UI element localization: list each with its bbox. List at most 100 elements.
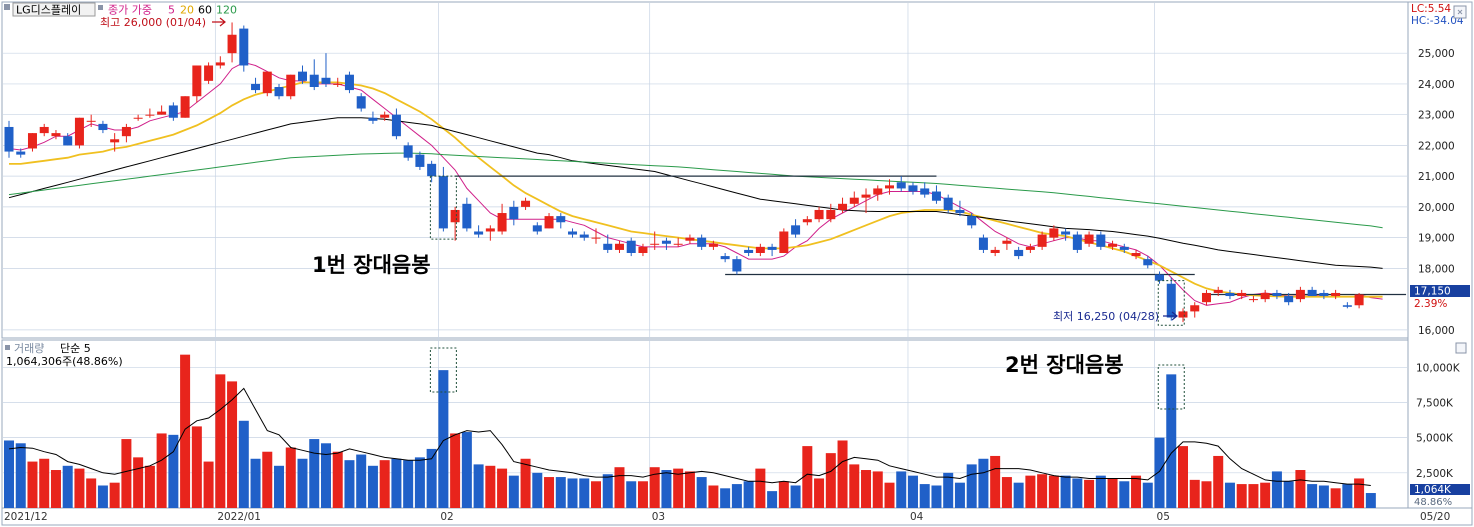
volume-bar (778, 481, 789, 508)
volume-bar (1119, 481, 1130, 508)
volume-bar (1013, 482, 1024, 508)
volume-bar (86, 478, 97, 508)
candle (262, 71, 272, 94)
candle (826, 209, 836, 220)
candle (474, 231, 484, 235)
candle (532, 225, 542, 232)
volume-ma5-line (8, 387, 1371, 486)
volume-current: 1,064,306주(48.86%) (6, 355, 123, 368)
volume-bars (4, 354, 1376, 508)
volume-bar (1037, 474, 1048, 508)
change-pct-text: 2.39% (1414, 298, 1447, 310)
candle (1072, 234, 1082, 250)
candle (1354, 294, 1364, 306)
volume-bar (356, 454, 367, 508)
candle (298, 71, 307, 81)
symbol-box[interactable] (12, 2, 96, 17)
volume-bar (1166, 374, 1177, 508)
candle (579, 234, 589, 238)
candle (978, 237, 988, 250)
volume-bar (978, 458, 989, 508)
candle (614, 243, 624, 250)
candle (415, 154, 425, 167)
candle (967, 216, 977, 226)
candle (39, 126, 49, 134)
volume-bar (755, 468, 766, 508)
candle (1190, 305, 1200, 312)
candle (544, 216, 554, 229)
price-axis-panel (1407, 1, 1473, 509)
panel-close-icon[interactable] (1453, 5, 1467, 19)
volume-title: 거래량 (14, 342, 44, 355)
volume-bar (743, 481, 754, 508)
candle (157, 111, 167, 115)
ma-menu-icon[interactable] (98, 5, 103, 10)
candle (767, 246, 777, 250)
ma-prefix-label: 종가 가중 (108, 4, 152, 17)
volume-bar (1236, 484, 1247, 508)
volume-menu-icon[interactable] (5, 345, 10, 350)
volume-bar (320, 443, 331, 508)
volume-bar (1248, 484, 1259, 508)
volume-bar (532, 472, 543, 508)
price-tick-label: 19,000 (1418, 233, 1455, 245)
candle (110, 139, 120, 143)
candle (1084, 234, 1094, 244)
volume-bar (896, 471, 907, 508)
candle (16, 151, 26, 155)
candle (1272, 292, 1282, 297)
volume-panel-expand-icon[interactable] (1455, 342, 1467, 354)
candle (344, 74, 354, 91)
candle (873, 188, 883, 195)
candle (497, 213, 507, 232)
candle (1108, 243, 1118, 247)
ma20-label: 20 (180, 4, 194, 17)
current-price-tag (1410, 285, 1470, 297)
volume-bar (661, 470, 672, 508)
candle (1178, 311, 1188, 318)
volume-bar (1131, 475, 1142, 508)
volume-bar (391, 458, 402, 508)
volume-bar (344, 460, 355, 508)
price-tick-label: 16,000 (1418, 325, 1455, 337)
low-arrow-icon (1163, 311, 1178, 321)
volume-bar (1213, 455, 1224, 508)
volume-bar (367, 465, 378, 508)
candle (885, 185, 894, 189)
candle (63, 136, 73, 146)
candle (51, 133, 61, 137)
volume-bar (1095, 475, 1106, 508)
candle2-highlight-box (1157, 280, 1185, 326)
candle (274, 87, 284, 97)
volume-bar (544, 477, 555, 508)
volume-bar (1072, 478, 1083, 508)
high-note: 최고 26,000 (01/04) (100, 16, 206, 29)
volume-bar (825, 453, 836, 508)
price-tick-label: 18,000 (1418, 263, 1455, 275)
panel-menu-icon[interactable] (4, 4, 10, 10)
volume-bar (943, 472, 954, 508)
volume-bar (1048, 475, 1059, 508)
volume-bar (1330, 488, 1341, 508)
volume-tick-label: 2,500K (1416, 468, 1454, 480)
candle (1295, 289, 1305, 300)
candle (450, 209, 460, 223)
volume-bar (450, 433, 461, 508)
volume-bar (1154, 437, 1165, 508)
hc-label: HC:-34.04 (1411, 15, 1464, 27)
candle (626, 240, 636, 253)
price-tick-label: 21,000 (1418, 171, 1455, 183)
candle (685, 237, 695, 241)
volume-bar (62, 465, 73, 508)
lc-label: LC:5.54 (1411, 3, 1451, 15)
candle (1248, 299, 1258, 301)
volume-bar (97, 485, 108, 508)
volume-bar (555, 477, 566, 508)
current-price-text: 17,150 (1414, 286, 1451, 298)
low-note: 최저 16,250 (04/28) (1053, 310, 1159, 323)
candle (1225, 292, 1235, 297)
volume-bar (1318, 485, 1329, 508)
candle (1260, 292, 1270, 300)
